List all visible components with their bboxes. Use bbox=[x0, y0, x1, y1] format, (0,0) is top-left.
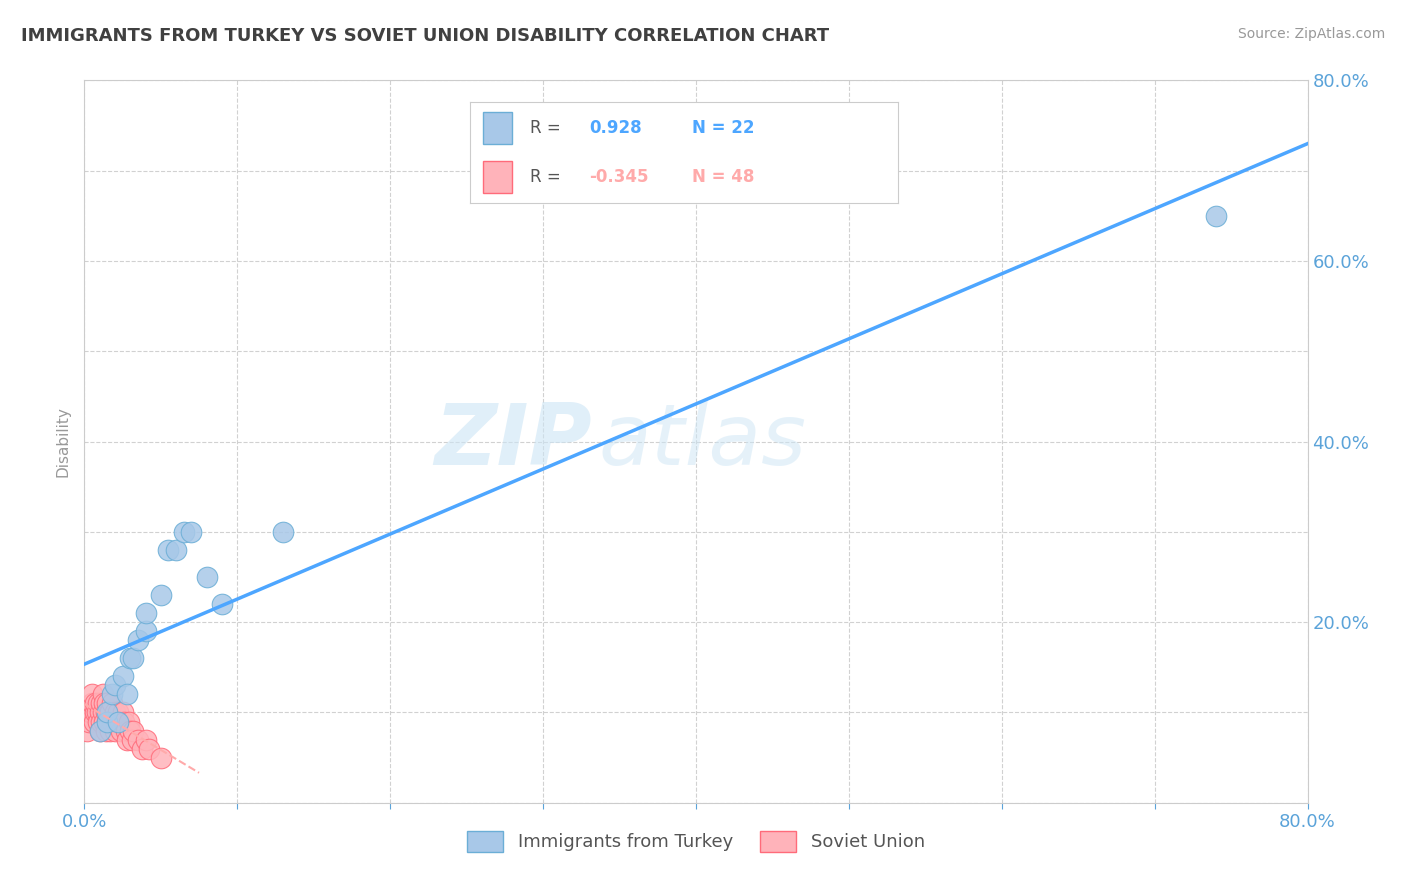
Point bbox=[115, 732, 138, 747]
Point bbox=[122, 723, 145, 738]
Point bbox=[105, 714, 128, 729]
Point bbox=[138, 741, 160, 756]
Point bbox=[89, 723, 111, 738]
Point bbox=[135, 606, 157, 620]
Point bbox=[107, 714, 129, 729]
Point bbox=[131, 741, 153, 756]
Point bbox=[98, 723, 121, 738]
Point bbox=[107, 706, 129, 720]
Point bbox=[114, 723, 136, 738]
Point bbox=[76, 723, 98, 738]
Point bbox=[165, 542, 187, 557]
Point bbox=[89, 723, 111, 738]
Point bbox=[195, 570, 218, 584]
Point bbox=[111, 706, 134, 720]
Point bbox=[122, 651, 145, 665]
Point bbox=[96, 714, 118, 729]
Point bbox=[90, 714, 112, 729]
Point bbox=[97, 706, 120, 720]
Text: ZIP: ZIP bbox=[434, 400, 592, 483]
Point bbox=[118, 714, 141, 729]
Point bbox=[173, 524, 195, 539]
Point bbox=[80, 687, 103, 701]
Point bbox=[108, 714, 131, 729]
Point bbox=[211, 597, 233, 611]
Point bbox=[86, 706, 108, 720]
Point bbox=[1205, 209, 1227, 223]
Point bbox=[115, 687, 138, 701]
Point bbox=[127, 633, 149, 648]
Point bbox=[87, 714, 110, 729]
Point bbox=[104, 706, 127, 720]
Point bbox=[94, 723, 117, 738]
Point bbox=[104, 723, 127, 738]
Point bbox=[110, 723, 132, 738]
Point bbox=[91, 687, 114, 701]
Point bbox=[96, 706, 118, 720]
Point bbox=[77, 714, 100, 729]
Legend: Immigrants from Turkey, Soviet Union: Immigrants from Turkey, Soviet Union bbox=[460, 823, 932, 859]
Point bbox=[149, 588, 172, 602]
Text: Source: ZipAtlas.com: Source: ZipAtlas.com bbox=[1237, 27, 1385, 41]
Point bbox=[84, 697, 107, 711]
Point bbox=[98, 706, 121, 720]
Point bbox=[83, 714, 105, 729]
Point bbox=[84, 706, 107, 720]
Text: IMMIGRANTS FROM TURKEY VS SOVIET UNION DISABILITY CORRELATION CHART: IMMIGRANTS FROM TURKEY VS SOVIET UNION D… bbox=[21, 27, 830, 45]
Point bbox=[180, 524, 202, 539]
Point bbox=[90, 697, 112, 711]
Point bbox=[127, 732, 149, 747]
Point bbox=[271, 524, 294, 539]
Point bbox=[91, 706, 114, 720]
Point bbox=[104, 678, 127, 692]
Point bbox=[112, 714, 135, 729]
Point bbox=[120, 651, 142, 665]
Point bbox=[135, 624, 157, 639]
Point bbox=[111, 669, 134, 683]
Point bbox=[89, 706, 111, 720]
Point bbox=[97, 714, 120, 729]
Point bbox=[101, 714, 124, 729]
Point bbox=[135, 732, 157, 747]
Point bbox=[149, 750, 172, 764]
Point bbox=[94, 706, 117, 720]
Point bbox=[87, 697, 110, 711]
Point bbox=[157, 542, 180, 557]
Point bbox=[121, 732, 143, 747]
Point bbox=[93, 697, 115, 711]
Point bbox=[96, 697, 118, 711]
Point bbox=[101, 697, 124, 711]
Point bbox=[101, 687, 124, 701]
Text: atlas: atlas bbox=[598, 400, 806, 483]
Point bbox=[96, 714, 118, 729]
Point bbox=[120, 723, 142, 738]
Point bbox=[79, 706, 101, 720]
Point bbox=[93, 714, 115, 729]
Point bbox=[80, 697, 103, 711]
Y-axis label: Disability: Disability bbox=[55, 406, 70, 477]
